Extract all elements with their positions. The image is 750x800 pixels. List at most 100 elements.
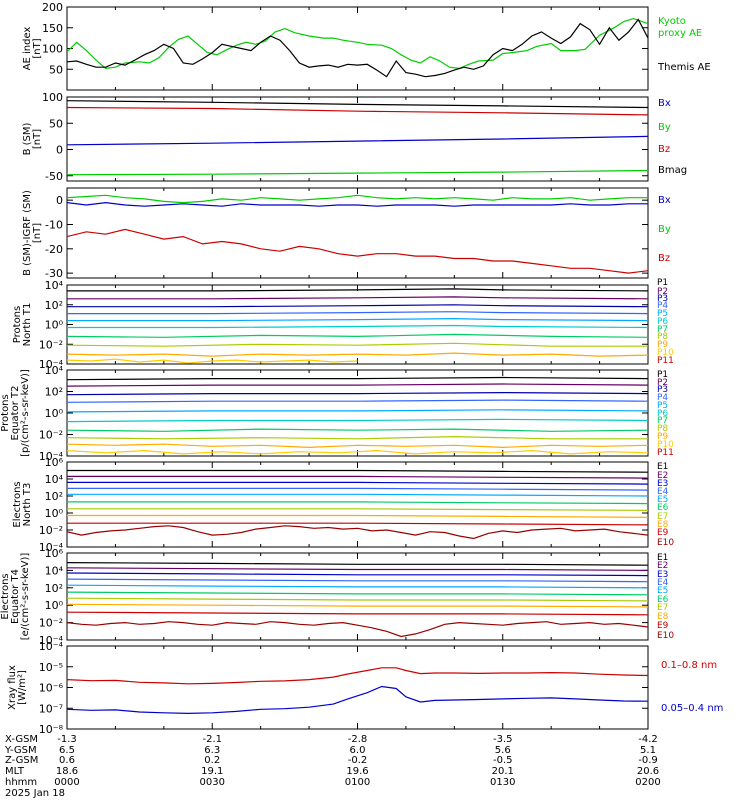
legend-entry: Bmag	[658, 165, 687, 176]
legend-entry: By	[658, 224, 671, 235]
legend-entry: E3	[657, 479, 668, 489]
legend-entry: P5	[657, 309, 668, 319]
legend-entry: Bx	[658, 195, 671, 206]
y-tick-label: 0	[56, 144, 63, 157]
ephemeris-row-label: Y-GSM	[4, 745, 37, 756]
series-line-p1	[67, 376, 648, 381]
y-tick-label: 10²	[45, 299, 63, 312]
legend-entry: P11	[657, 448, 674, 458]
ephemeris-value: 19.1	[201, 766, 223, 777]
legend-entry: Bz	[658, 253, 670, 264]
plot-frame	[66, 6, 649, 91]
legend-entry: P4	[657, 393, 668, 403]
ephemeris-value: 5.6	[495, 745, 511, 756]
ephemeris-value: 6.0	[350, 745, 366, 756]
y-tick-label: 50	[49, 117, 63, 130]
series-line-themis-ae	[67, 18, 648, 78]
legend-entry: P10	[657, 440, 674, 450]
legend-entry: E9	[657, 621, 669, 631]
plot-frame	[66, 187, 649, 279]
series-line-p2	[67, 296, 648, 300]
ephemeris-row-label: MLT	[5, 766, 25, 777]
y-tick-label: 10⁻²	[39, 429, 63, 442]
series-line-p4	[67, 311, 648, 315]
y-tick-label: 10⁻²	[39, 338, 63, 351]
y-axis-label-line: Xray flux	[7, 665, 18, 710]
panel-2: -50 0 50 100 B (SM) [nT] Bx By Bz Bmag	[22, 91, 687, 183]
y-tick-label: 10⁰	[45, 407, 64, 420]
legend-entry: P6	[657, 409, 668, 419]
legend-entry: Bx	[658, 98, 671, 109]
y-tick-label: 10⁰	[45, 507, 64, 520]
y-axis-label-line: Electrons	[0, 573, 11, 619]
series-line-p5	[67, 409, 648, 413]
legend-entry: P8	[657, 424, 668, 434]
legend-entry: Themis AE	[657, 62, 711, 73]
ephemeris-value: -1.3	[57, 734, 77, 745]
series-line-p4	[67, 399, 648, 403]
legend-entry: P10	[657, 348, 674, 358]
ephemeris-value: 20.6	[637, 766, 659, 777]
legend-entry: P1	[657, 370, 668, 380]
series-line-bx	[67, 201, 648, 207]
legend-entry: E10	[657, 631, 674, 641]
panel-8: 10⁻⁸ 10⁻⁷ 10⁻⁶ 10⁻⁵ 10⁻⁴ Xray flux [W/m²] 0.1–0…	[7, 640, 723, 736]
plot-frame	[66, 369, 649, 457]
y-tick-label: -10	[45, 218, 63, 231]
series-line-p8	[67, 342, 648, 347]
ephemeris-table: X-GSM -1.3 -2.1 -2.8 -3.5 -4.2 Y-GSM 6.5 6.3 6.0 5…	[4, 734, 661, 799]
series-line-p2	[67, 383, 648, 387]
plot-frame	[66, 461, 649, 548]
series-line-p3	[67, 304, 648, 308]
series-line-bmag	[67, 100, 648, 109]
series-line-p10	[67, 358, 358, 364]
series-line-e9	[67, 611, 648, 616]
series-line-by	[67, 169, 648, 176]
plot-frame	[66, 284, 649, 365]
legend-entry: E10	[657, 538, 674, 548]
legend-entry: E1	[657, 553, 668, 563]
y-tick-label: 10⁰	[45, 599, 64, 612]
ephemeris-value: 0.2	[204, 755, 220, 766]
y-axis-label-line: [nT]	[32, 38, 43, 58]
legend-entry: P5	[657, 401, 668, 411]
y-tick-label: 10²	[45, 386, 63, 399]
y-axis-label-line: Equator T4	[10, 569, 21, 624]
y-tick-label: 10⁻⁴	[39, 450, 64, 463]
series-line-e5	[67, 584, 648, 589]
series-line-by	[67, 194, 648, 204]
series-line-p9	[67, 443, 648, 449]
legend-entry: Bz	[658, 144, 670, 155]
legend-entry: P2	[657, 378, 668, 388]
y-tick-label: 100	[42, 91, 63, 104]
series-line-bx	[67, 135, 648, 146]
y-axis-label-line: AE index	[22, 27, 33, 71]
y-tick-label: 200	[42, 1, 63, 14]
y-tick-label: 10²	[45, 490, 63, 503]
ephemeris-value: -0.2	[348, 755, 368, 766]
series-line-e6	[67, 591, 648, 596]
ephemeris-value: 0100	[345, 777, 370, 788]
plot-frame	[66, 645, 649, 730]
legend-entry: P4	[657, 301, 668, 311]
panel-7: 10⁻⁴ 10⁻² 10⁰ 10² 10⁴ 10⁶ Electrons Equator T4[…	[0, 547, 674, 647]
series-line-e2	[67, 475, 648, 479]
y-axis-label-line: Equator T2	[10, 386, 21, 441]
legend-entry: Kyoto	[658, 16, 686, 27]
series-line-e8	[67, 603, 648, 608]
y-axis-label-line: [nT]	[32, 129, 43, 149]
y-tick-label: 10⁻²	[39, 524, 63, 537]
legend-entry: E7	[657, 512, 668, 522]
y-tick-label: 10⁶	[45, 547, 64, 560]
legend-entry: E4	[657, 578, 669, 588]
y-tick-label: 100	[42, 43, 63, 56]
ephemeris-value: -2.8	[348, 734, 368, 745]
series-line-e4	[67, 487, 648, 491]
ephemeris-value: -2.1	[202, 734, 222, 745]
series-line-e2	[67, 567, 648, 572]
legend-entry: P2	[657, 287, 668, 297]
y-tick-label: 10⁴	[45, 279, 64, 292]
ephemeris-value: 0030	[200, 777, 225, 788]
legend-entry: P6	[657, 317, 668, 327]
y-tick-label: 10⁻⁵	[39, 661, 63, 674]
